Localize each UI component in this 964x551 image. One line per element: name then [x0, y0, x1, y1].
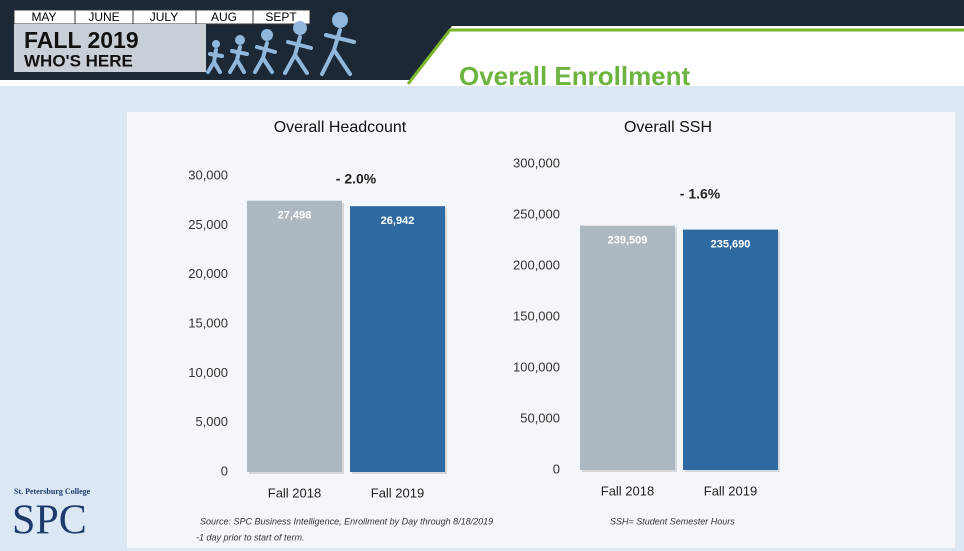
- subtitle: WHO'S HERE: [24, 51, 133, 70]
- slide-title: Overall Enrollment: [459, 61, 691, 91]
- month: JULY: [150, 10, 178, 24]
- bar: [683, 229, 778, 470]
- annotation: - 1.6%: [680, 186, 721, 202]
- chart-title: Overall Headcount: [274, 119, 407, 136]
- y-tick-label: 50,000: [520, 410, 560, 425]
- y-tick-label: 0: [553, 461, 560, 476]
- x-tick-label: Fall 2019: [371, 485, 424, 500]
- y-tick-label: 15,000: [188, 315, 228, 330]
- y-tick-label: 250,000: [513, 206, 560, 221]
- walkers: [206, 12, 356, 76]
- x-tick-label: Fall 2018: [268, 485, 321, 500]
- y-tick-label: 0: [221, 463, 228, 478]
- note: -1 day prior to start of term.: [196, 532, 305, 542]
- term-box: [14, 24, 206, 72]
- y-tick-label: 5,000: [195, 414, 228, 429]
- annotation: - 2.0%: [336, 171, 377, 187]
- logo: SPC: [12, 498, 87, 544]
- month: JUNE: [88, 10, 119, 24]
- chart-title: Overall SSH: [624, 119, 712, 136]
- y-tick-label: 100,000: [513, 359, 560, 374]
- y-tick-label: 150,000: [513, 308, 560, 323]
- y-tick-label: 10,000: [188, 365, 228, 380]
- definition: SSH= Student Semester Hours: [610, 516, 735, 526]
- source: Source: SPC Business Intelligence, Enrol…: [200, 516, 493, 526]
- month-box: [252, 9, 311, 25]
- value-label: 239,509: [608, 235, 648, 247]
- title-band: [450, 96, 964, 104]
- term: FALL 2019: [24, 27, 139, 53]
- bar: [580, 225, 675, 470]
- x-tick-label: Fall 2019: [704, 483, 757, 498]
- bar: [350, 206, 445, 472]
- x-tick-label: Fall 2018: [601, 483, 654, 498]
- y-tick-label: 30,000: [188, 167, 228, 182]
- month: AUG: [211, 10, 237, 24]
- y-tick-label: 25,000: [188, 217, 228, 232]
- month: SEPT: [265, 10, 297, 24]
- month: MAY: [31, 10, 56, 24]
- value-label: 27,498: [278, 210, 312, 222]
- college-name: St. Petersburg College: [14, 487, 91, 496]
- bar: [247, 200, 342, 472]
- value-label: 235,690: [711, 239, 751, 251]
- y-tick-label: 200,000: [513, 257, 560, 272]
- value-label: 26,942: [381, 215, 415, 227]
- y-tick-label: 20,000: [188, 266, 228, 281]
- accent-line: [406, 28, 964, 85]
- y-tick-label: 300,000: [513, 155, 560, 170]
- calendar: MAY JUNE JULY AUG SEPT FALL 2019 WHO'S H…: [13, 9, 311, 72]
